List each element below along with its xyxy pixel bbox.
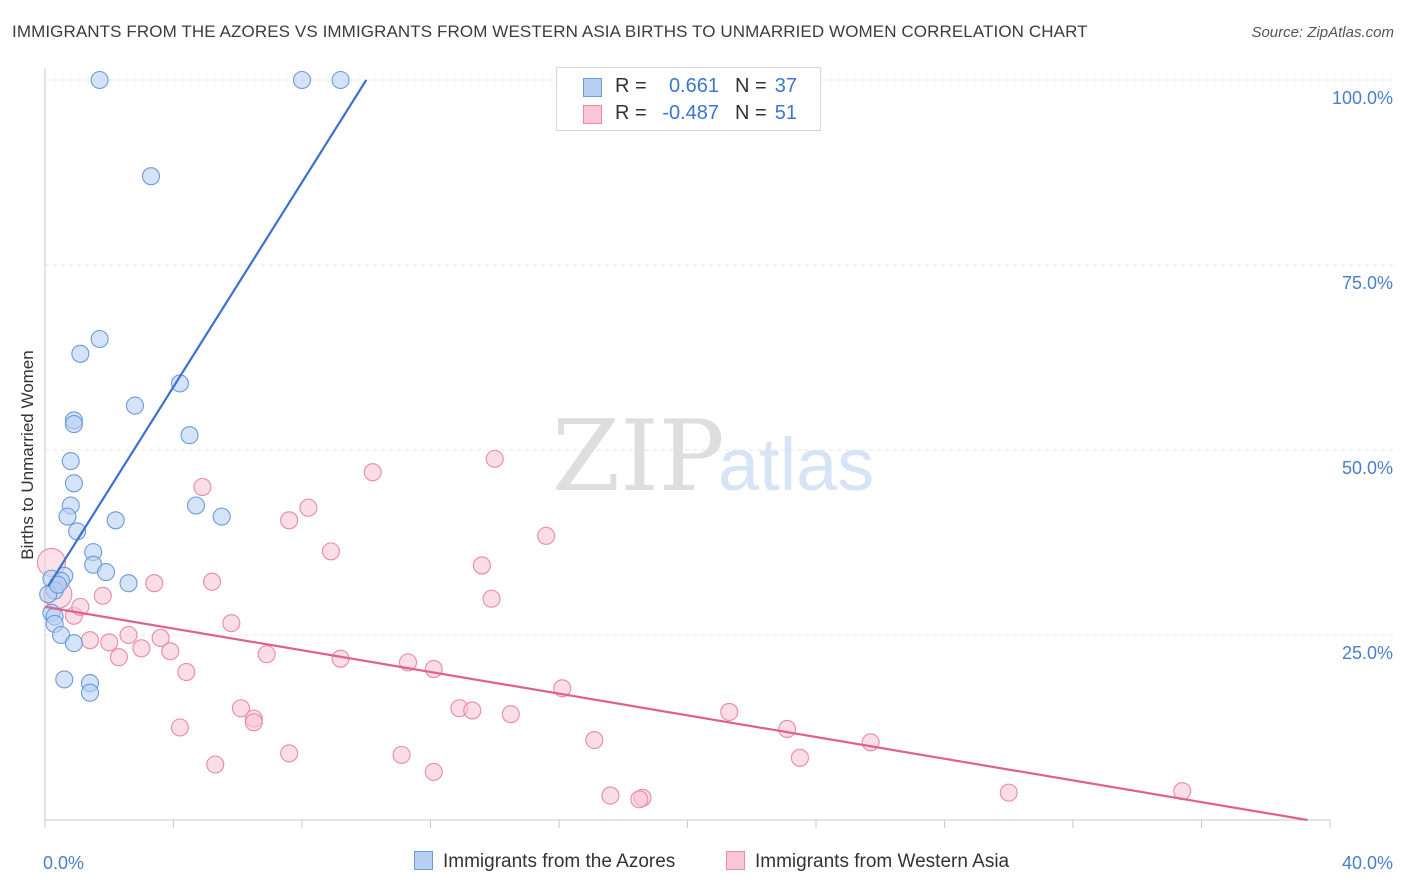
watermark-atlas: atlas bbox=[718, 423, 874, 506]
legend-r-label: R = bbox=[615, 102, 647, 124]
data-point-western-asia bbox=[93, 586, 112, 605]
data-point-western-asia bbox=[222, 614, 241, 633]
data-point-azores bbox=[96, 563, 116, 582]
data-point-western-asia bbox=[472, 556, 491, 575]
data-point-western-asia bbox=[363, 463, 382, 482]
data-point-western-asia bbox=[585, 731, 604, 750]
legend-r-label: R = bbox=[615, 75, 647, 97]
data-point-azores bbox=[71, 344, 90, 363]
data-point-western-asia bbox=[501, 705, 520, 724]
y-tick-label: 75.0% bbox=[1342, 273, 1393, 293]
data-point-western-asia bbox=[206, 755, 225, 774]
trend-line-azores bbox=[47, 79, 368, 587]
data-point-azores bbox=[331, 70, 350, 90]
legend-n-label: N = bbox=[735, 102, 767, 124]
tick-labels: 25.0% 50.0% 75.0% 100.0% 0.0% 40.0% bbox=[43, 88, 1393, 873]
data-point-western-asia bbox=[299, 498, 318, 517]
data-point-azores bbox=[90, 329, 109, 349]
data-point-western-asia bbox=[177, 662, 196, 682]
data-point-western-asia bbox=[257, 645, 276, 664]
trend-line-western-asia bbox=[44, 605, 1308, 822]
data-point-azores bbox=[141, 167, 161, 186]
correlation-legend: R = 0.661 N = 37 R = -0.487 N = 51 bbox=[556, 67, 821, 131]
data-point-western-asia bbox=[161, 642, 180, 661]
y-tick-label: 25.0% bbox=[1342, 643, 1393, 663]
bottom-legend-label-azores: Immigrants from the Azores bbox=[443, 851, 676, 872]
data-point-azores bbox=[64, 474, 83, 493]
axes bbox=[44, 68, 1331, 828]
data-point-western-asia bbox=[537, 526, 556, 545]
data-point-western-asia bbox=[100, 633, 119, 652]
data-point-western-asia bbox=[463, 701, 482, 720]
data-point-azores bbox=[64, 634, 83, 653]
data-point-azores bbox=[52, 625, 71, 645]
gridlines bbox=[45, 79, 1393, 636]
legend-swatch-blue bbox=[583, 78, 602, 97]
data-point-western-asia bbox=[280, 511, 299, 530]
data-point-western-asia bbox=[720, 702, 739, 722]
data-point-western-asia bbox=[630, 790, 649, 809]
data-point-azores bbox=[292, 70, 312, 90]
source-label: Source: ZipAtlas.com bbox=[1251, 24, 1394, 41]
data-point-western-asia bbox=[280, 744, 299, 763]
data-point-azores bbox=[212, 507, 231, 526]
data-point-azores bbox=[58, 507, 77, 526]
data-point-western-asia bbox=[193, 477, 212, 497]
bottom-legend-azores: Immigrants from the Azores bbox=[414, 851, 675, 873]
data-point-western-asia bbox=[109, 648, 128, 667]
legend-n-value: 37 bbox=[774, 75, 797, 97]
data-point-western-asia bbox=[145, 574, 164, 593]
legend-row-western-asia: R = -0.487 N = 51 bbox=[557, 100, 820, 128]
bottom-legend-label-western-asia: Immigrants from Western Asia bbox=[755, 851, 1010, 872]
legend-n-value: 51 bbox=[774, 102, 797, 124]
data-point-western-asia bbox=[999, 783, 1018, 802]
data-point-western-asia bbox=[424, 762, 443, 781]
x-tick-label: 40.0% bbox=[1342, 853, 1393, 873]
legend-swatch-pink bbox=[583, 105, 602, 124]
legend-r-value: -0.487 bbox=[662, 102, 719, 124]
bottom-legend-swatch-pink bbox=[726, 851, 745, 870]
legend-row-azores: R = 0.661 N = 37 bbox=[557, 73, 820, 101]
data-point-azores bbox=[90, 70, 109, 90]
legend-n-label: N = bbox=[735, 75, 767, 97]
bottom-legend-western-asia: Immigrants from Western Asia bbox=[726, 851, 1009, 873]
data-point-western-asia bbox=[244, 713, 263, 732]
data-point-western-asia bbox=[231, 699, 251, 718]
data-point-western-asia bbox=[424, 659, 443, 679]
data-point-azores bbox=[125, 396, 144, 415]
x-tick-label: 0.0% bbox=[43, 853, 84, 873]
data-point-western-asia bbox=[778, 719, 797, 739]
series-western-asia-points bbox=[36, 449, 1192, 809]
data-point-azores bbox=[180, 426, 199, 445]
data-point-azores bbox=[119, 574, 138, 593]
data-point-azores bbox=[106, 511, 125, 530]
data-point-western-asia bbox=[482, 589, 501, 608]
data-point-azores bbox=[55, 670, 74, 689]
watermark-zip: ZIP bbox=[552, 400, 725, 514]
data-point-western-asia bbox=[601, 786, 620, 805]
y-tick-label: 100.0% bbox=[1332, 88, 1393, 108]
data-point-western-asia bbox=[485, 449, 504, 468]
data-point-western-asia bbox=[132, 639, 151, 658]
trend-lines bbox=[44, 79, 1308, 822]
data-point-western-asia bbox=[790, 748, 809, 767]
data-point-azores bbox=[80, 683, 100, 702]
data-point-western-asia bbox=[392, 745, 411, 764]
data-point-western-asia bbox=[170, 718, 189, 737]
data-point-western-asia bbox=[119, 625, 138, 645]
data-point-western-asia bbox=[321, 542, 340, 561]
data-point-western-asia bbox=[203, 572, 222, 591]
data-point-azores bbox=[61, 452, 80, 471]
data-point-azores bbox=[64, 415, 83, 434]
chart-title: IMMIGRANTS FROM THE AZORES VS IMMIGRANTS… bbox=[12, 22, 1088, 41]
y-tick-label: 50.0% bbox=[1342, 458, 1393, 478]
data-point-western-asia bbox=[80, 631, 100, 650]
bottom-legend-swatch-blue bbox=[414, 851, 433, 870]
data-point-western-asia bbox=[151, 628, 170, 648]
y-axis-label: Births to Unmarried Women bbox=[18, 350, 37, 559]
legend-r-value: 0.661 bbox=[668, 75, 719, 97]
series-azores-points bbox=[39, 70, 350, 702]
data-point-azores bbox=[186, 496, 206, 515]
